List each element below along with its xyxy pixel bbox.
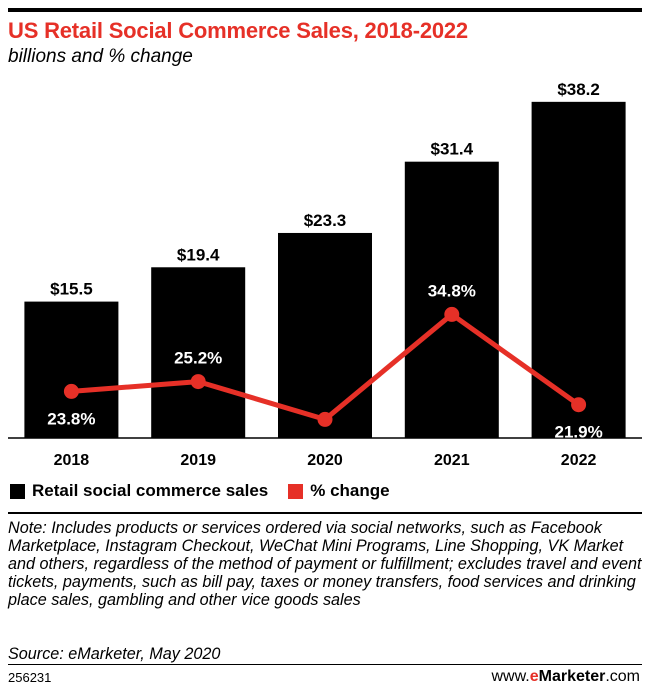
bar-2022 <box>531 101 626 438</box>
change-label-2019: 25.2% <box>174 349 222 368</box>
bar-label-2020: $23.3 <box>304 211 347 230</box>
x-tick-2018: 2018 <box>54 452 90 469</box>
x-tick-2019: 2019 <box>180 452 216 469</box>
legend-label-change: % change <box>310 481 390 500</box>
divider <box>8 512 642 514</box>
chart-title: US Retail Social Commerce Sales, 2018-20… <box>8 18 468 43</box>
change-label-2020: 19.8% <box>301 437 349 456</box>
change-point-2018 <box>63 383 79 399</box>
bar-label-2022: $38.2 <box>557 80 600 99</box>
change-label-2021: 34.8% <box>428 281 476 300</box>
chart-note: Note: Includes products or services orde… <box>8 519 642 609</box>
bar-2018 <box>24 301 119 438</box>
bottom-rule <box>8 664 642 665</box>
legend-swatch-sales <box>10 483 25 499</box>
change-point-2019 <box>190 374 206 390</box>
brand-e: e <box>529 668 539 685</box>
chart-subtitle: billions and % change <box>8 46 193 67</box>
legend-item-sales: Retail social commerce sales <box>10 481 268 501</box>
x-tick-2022: 2022 <box>561 452 597 469</box>
bar-2019 <box>151 267 246 438</box>
change-label-2022: 21.9% <box>554 423 602 442</box>
chart-area: $15.5 2018 $19.4 2019 $23.3 2020 $31.4 2021 $38.… <box>8 80 642 469</box>
bar-2020 <box>278 232 372 438</box>
x-tick-2020: 2020 <box>307 452 343 469</box>
brand-name: Marketer <box>538 668 606 685</box>
change-point-2021 <box>444 306 460 322</box>
legend: Retail social commerce sales % change <box>10 480 410 502</box>
brand-suffix: .com <box>605 668 640 685</box>
bar-label-2021: $31.4 <box>431 140 474 159</box>
bar-label-2018: $15.5 <box>50 280 93 299</box>
legend-label-sales: Retail social commerce sales <box>32 481 269 500</box>
legend-swatch-change <box>288 483 304 499</box>
brand-logo: www.eMarketer.com <box>491 668 640 686</box>
chart-id: 256231 <box>8 670 52 685</box>
change-point-2020 <box>317 411 333 427</box>
chart-source: Source: eMarketer, May 2020 <box>8 645 221 663</box>
x-tick-2021: 2021 <box>434 452 470 469</box>
change-point-2022 <box>571 397 587 413</box>
brand-prefix: www. <box>491 668 530 685</box>
change-label-2018: 23.8% <box>47 409 95 428</box>
bar-2021 <box>404 161 499 438</box>
bar-label-2019: $19.4 <box>177 245 220 264</box>
legend-item-change: % change <box>288 481 390 501</box>
top-rule <box>8 8 642 12</box>
